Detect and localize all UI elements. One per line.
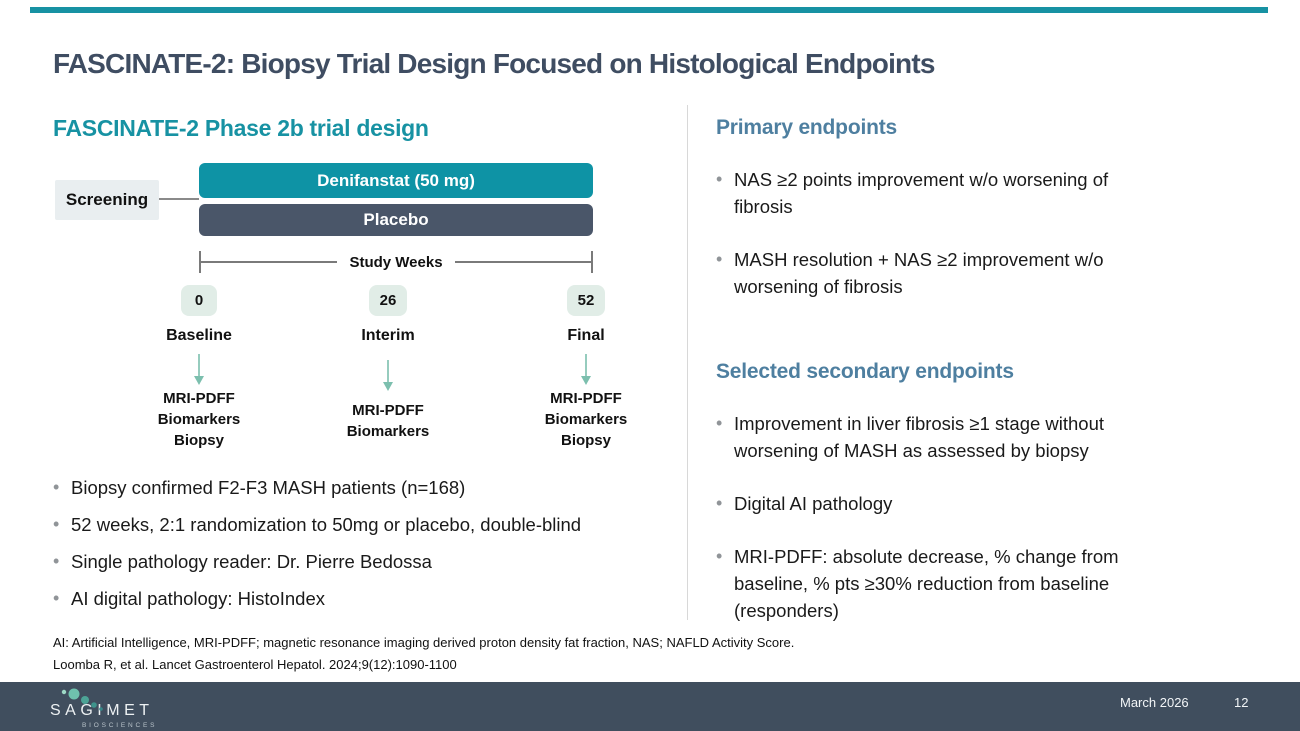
bullet-item: Biopsy confirmed F2-F3 MASH patients (n=… bbox=[53, 474, 673, 501]
timepoint-label-baseline: Baseline bbox=[166, 327, 232, 344]
secondary-endpoints-section: Selected secondary endpoints Improvement… bbox=[716, 360, 1236, 650]
bullet-item: 52 weeks, 2:1 randomization to 50mg or p… bbox=[53, 511, 673, 538]
timepoint-label-final: Final bbox=[567, 327, 605, 344]
page-number: 12 bbox=[1234, 695, 1249, 710]
assessments-interim: MRI-PDFF Biomarkers bbox=[318, 400, 458, 442]
primary-endpoints-list: NAS ≥2 points improvement w/o worsening … bbox=[716, 166, 1156, 300]
logo-dots-icon bbox=[61, 688, 103, 711]
bullet-item: MASH resolution + NAS ≥2 improvement w/o… bbox=[716, 246, 1148, 300]
assessment-item: MRI-PDFF bbox=[550, 390, 622, 407]
secondary-endpoints-heading: Selected secondary endpoints bbox=[716, 360, 1014, 383]
sagimet-logo: SAGIMET BIOSCIENCES bbox=[50, 702, 157, 729]
axis-line-left bbox=[201, 261, 338, 263]
assessment-item: Biomarkers bbox=[544, 411, 628, 428]
logo-wordmark: SAGIMET bbox=[50, 702, 157, 720]
assessment-item: MRI-PDFF bbox=[163, 390, 235, 407]
arrow-down-icon bbox=[581, 354, 591, 385]
arrow-down-icon bbox=[194, 354, 204, 385]
secondary-endpoints-list: Improvement in liver fibrosis ≥1 stage w… bbox=[716, 410, 1156, 624]
screening-connector-line bbox=[159, 198, 199, 200]
logo-subtitle: BIOSCIENCES bbox=[82, 722, 158, 729]
assessment-item: MRI-PDFF bbox=[352, 402, 424, 419]
assessments-baseline: MRI-PDFF Biomarkers Biopsy bbox=[129, 388, 269, 451]
footnotes: AI: Artificial Intelligence, MRI-PDFF; m… bbox=[53, 632, 953, 676]
week-chip-52: 52 bbox=[567, 285, 605, 316]
week-chip-0: 0 bbox=[181, 285, 217, 316]
bullet-item: Single pathology reader: Dr. Pierre Bedo… bbox=[53, 548, 673, 575]
assessment-item: Biopsy bbox=[173, 432, 224, 449]
footer-band: SAGIMET BIOSCIENCES March 2026 12 bbox=[0, 682, 1300, 731]
footer-date: March 2026 bbox=[1120, 695, 1189, 710]
week-chip-26: 26 bbox=[369, 285, 407, 316]
top-accent-bar bbox=[30, 7, 1268, 13]
axis-tick-left bbox=[199, 251, 201, 273]
arrow-down-icon bbox=[383, 360, 393, 391]
arm-bar-denifanstat: Denifanstat (50 mg) bbox=[199, 163, 593, 198]
slide-title: FASCINATE-2: Biopsy Trial Design Focused… bbox=[53, 48, 935, 79]
trial-design-heading: FASCINATE-2 Phase 2b trial design bbox=[53, 115, 429, 141]
trial-design-bullet-list: Biopsy confirmed F2-F3 MASH patients (n=… bbox=[53, 474, 673, 622]
timepoint-label-interim: Interim bbox=[361, 327, 415, 344]
primary-endpoints-section: Primary endpoints NAS ≥2 points improvem… bbox=[716, 116, 1236, 326]
bullet-item: Improvement in liver fibrosis ≥1 stage w… bbox=[716, 410, 1148, 464]
axis-tick-right bbox=[591, 251, 593, 273]
assessment-item: Biomarkers bbox=[346, 423, 430, 440]
bullet-item: MRI-PDFF: absolute decrease, % change fr… bbox=[716, 543, 1148, 624]
study-weeks-axis: Study Weeks bbox=[199, 251, 593, 273]
abbreviations-footnote: AI: Artificial Intelligence, MRI-PDFF; m… bbox=[53, 635, 795, 650]
primary-endpoints-heading: Primary endpoints bbox=[716, 116, 897, 139]
citation-footnote: Loomba R, et al. Lancet Gastroenterol He… bbox=[53, 657, 457, 672]
assessment-item: Biomarkers bbox=[157, 411, 241, 428]
assessment-item: Biopsy bbox=[560, 432, 611, 449]
bullet-item: AI digital pathology: HistoIndex bbox=[53, 585, 673, 612]
study-weeks-label: Study Weeks bbox=[349, 253, 443, 271]
arm-bar-placebo: Placebo bbox=[199, 204, 593, 236]
screening-box: Screening bbox=[55, 180, 159, 220]
axis-line-right bbox=[454, 261, 591, 263]
assessments-final: MRI-PDFF Biomarkers Biopsy bbox=[516, 388, 656, 451]
bullet-item: NAS ≥2 points improvement w/o worsening … bbox=[716, 166, 1148, 220]
column-divider bbox=[687, 105, 688, 620]
bullet-item: Digital AI pathology bbox=[716, 490, 1148, 517]
